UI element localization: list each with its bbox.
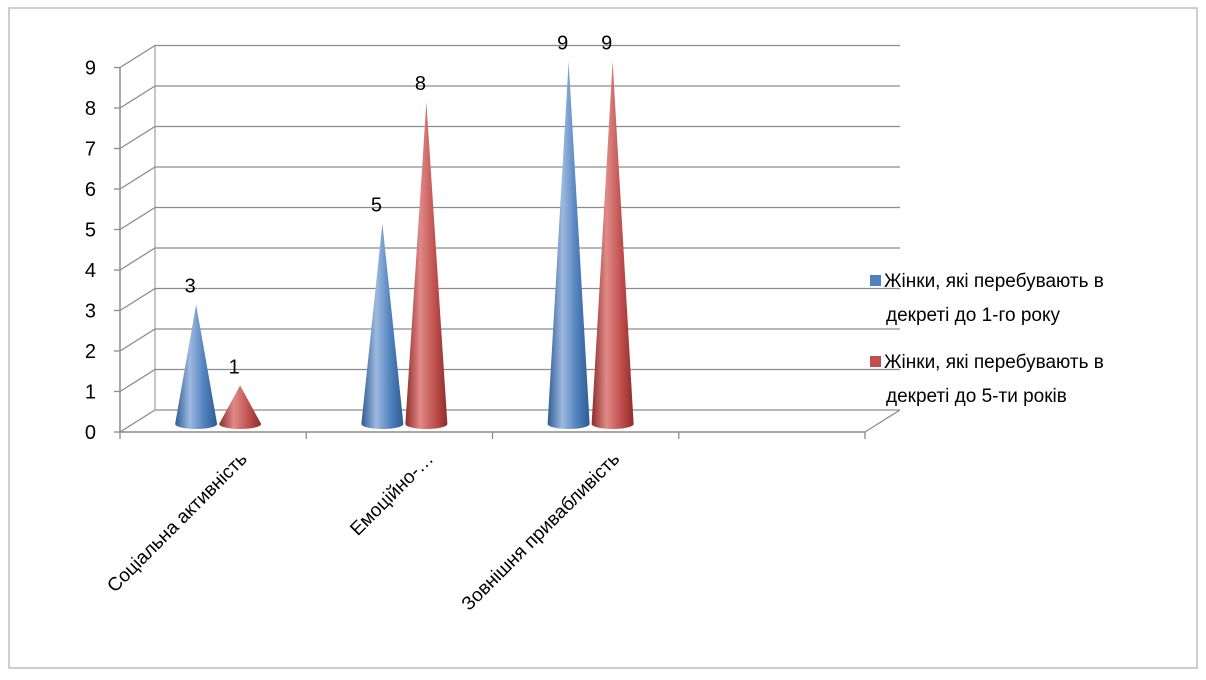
data-label: 8	[415, 73, 426, 95]
y-tick-label: 5	[85, 220, 96, 242]
data-label: 9	[601, 33, 612, 55]
axes	[119, 45, 901, 439]
legend-label: Жінки, які перебувають в	[884, 271, 1104, 292]
y-tick-label: 3	[85, 301, 96, 323]
y-tick-label: 6	[85, 179, 96, 201]
y-axis-ticks: 0 1 2 3 4 5 6 7 8 9	[85, 58, 120, 444]
legend-label: Жінки, які перебувають в	[884, 352, 1104, 373]
legend-swatch	[870, 356, 881, 367]
y-tick-label: 9	[85, 58, 96, 80]
data-label: 9	[557, 33, 568, 55]
y-tick-label: 2	[85, 341, 96, 363]
cone-bar	[175, 304, 218, 429]
legend: Жінки, які перебувають в декреті до 1-го …	[870, 271, 1104, 407]
cone-bar	[219, 385, 262, 429]
legend-label: декреті до 5-ти років	[886, 386, 1067, 407]
cone-series	[175, 61, 634, 429]
legend-swatch	[870, 275, 881, 286]
cone-bar	[591, 61, 634, 429]
cone-bar	[405, 102, 448, 429]
data-label: 5	[371, 195, 382, 217]
y-tick-label: 8	[85, 98, 96, 120]
y-tick-label: 1	[85, 382, 96, 404]
legend-item: Жінки, які перебувають в декреті до 5-ти …	[870, 352, 1104, 407]
data-labels: 3 5 9 1 8 9	[185, 33, 613, 379]
legend-label: декреті до 1-го року	[886, 305, 1061, 326]
data-label: 1	[229, 357, 240, 379]
legend-item: Жінки, які перебувають в декреті до 1-го …	[870, 271, 1104, 326]
y-tick-label: 7	[85, 139, 96, 161]
cone-bar	[547, 61, 590, 429]
floor-right-edge	[864, 409, 901, 433]
data-label: 3	[185, 276, 196, 298]
y-tick-label: 4	[85, 260, 96, 282]
y-tick-label: 0	[85, 422, 96, 444]
cone-bar	[361, 223, 404, 429]
